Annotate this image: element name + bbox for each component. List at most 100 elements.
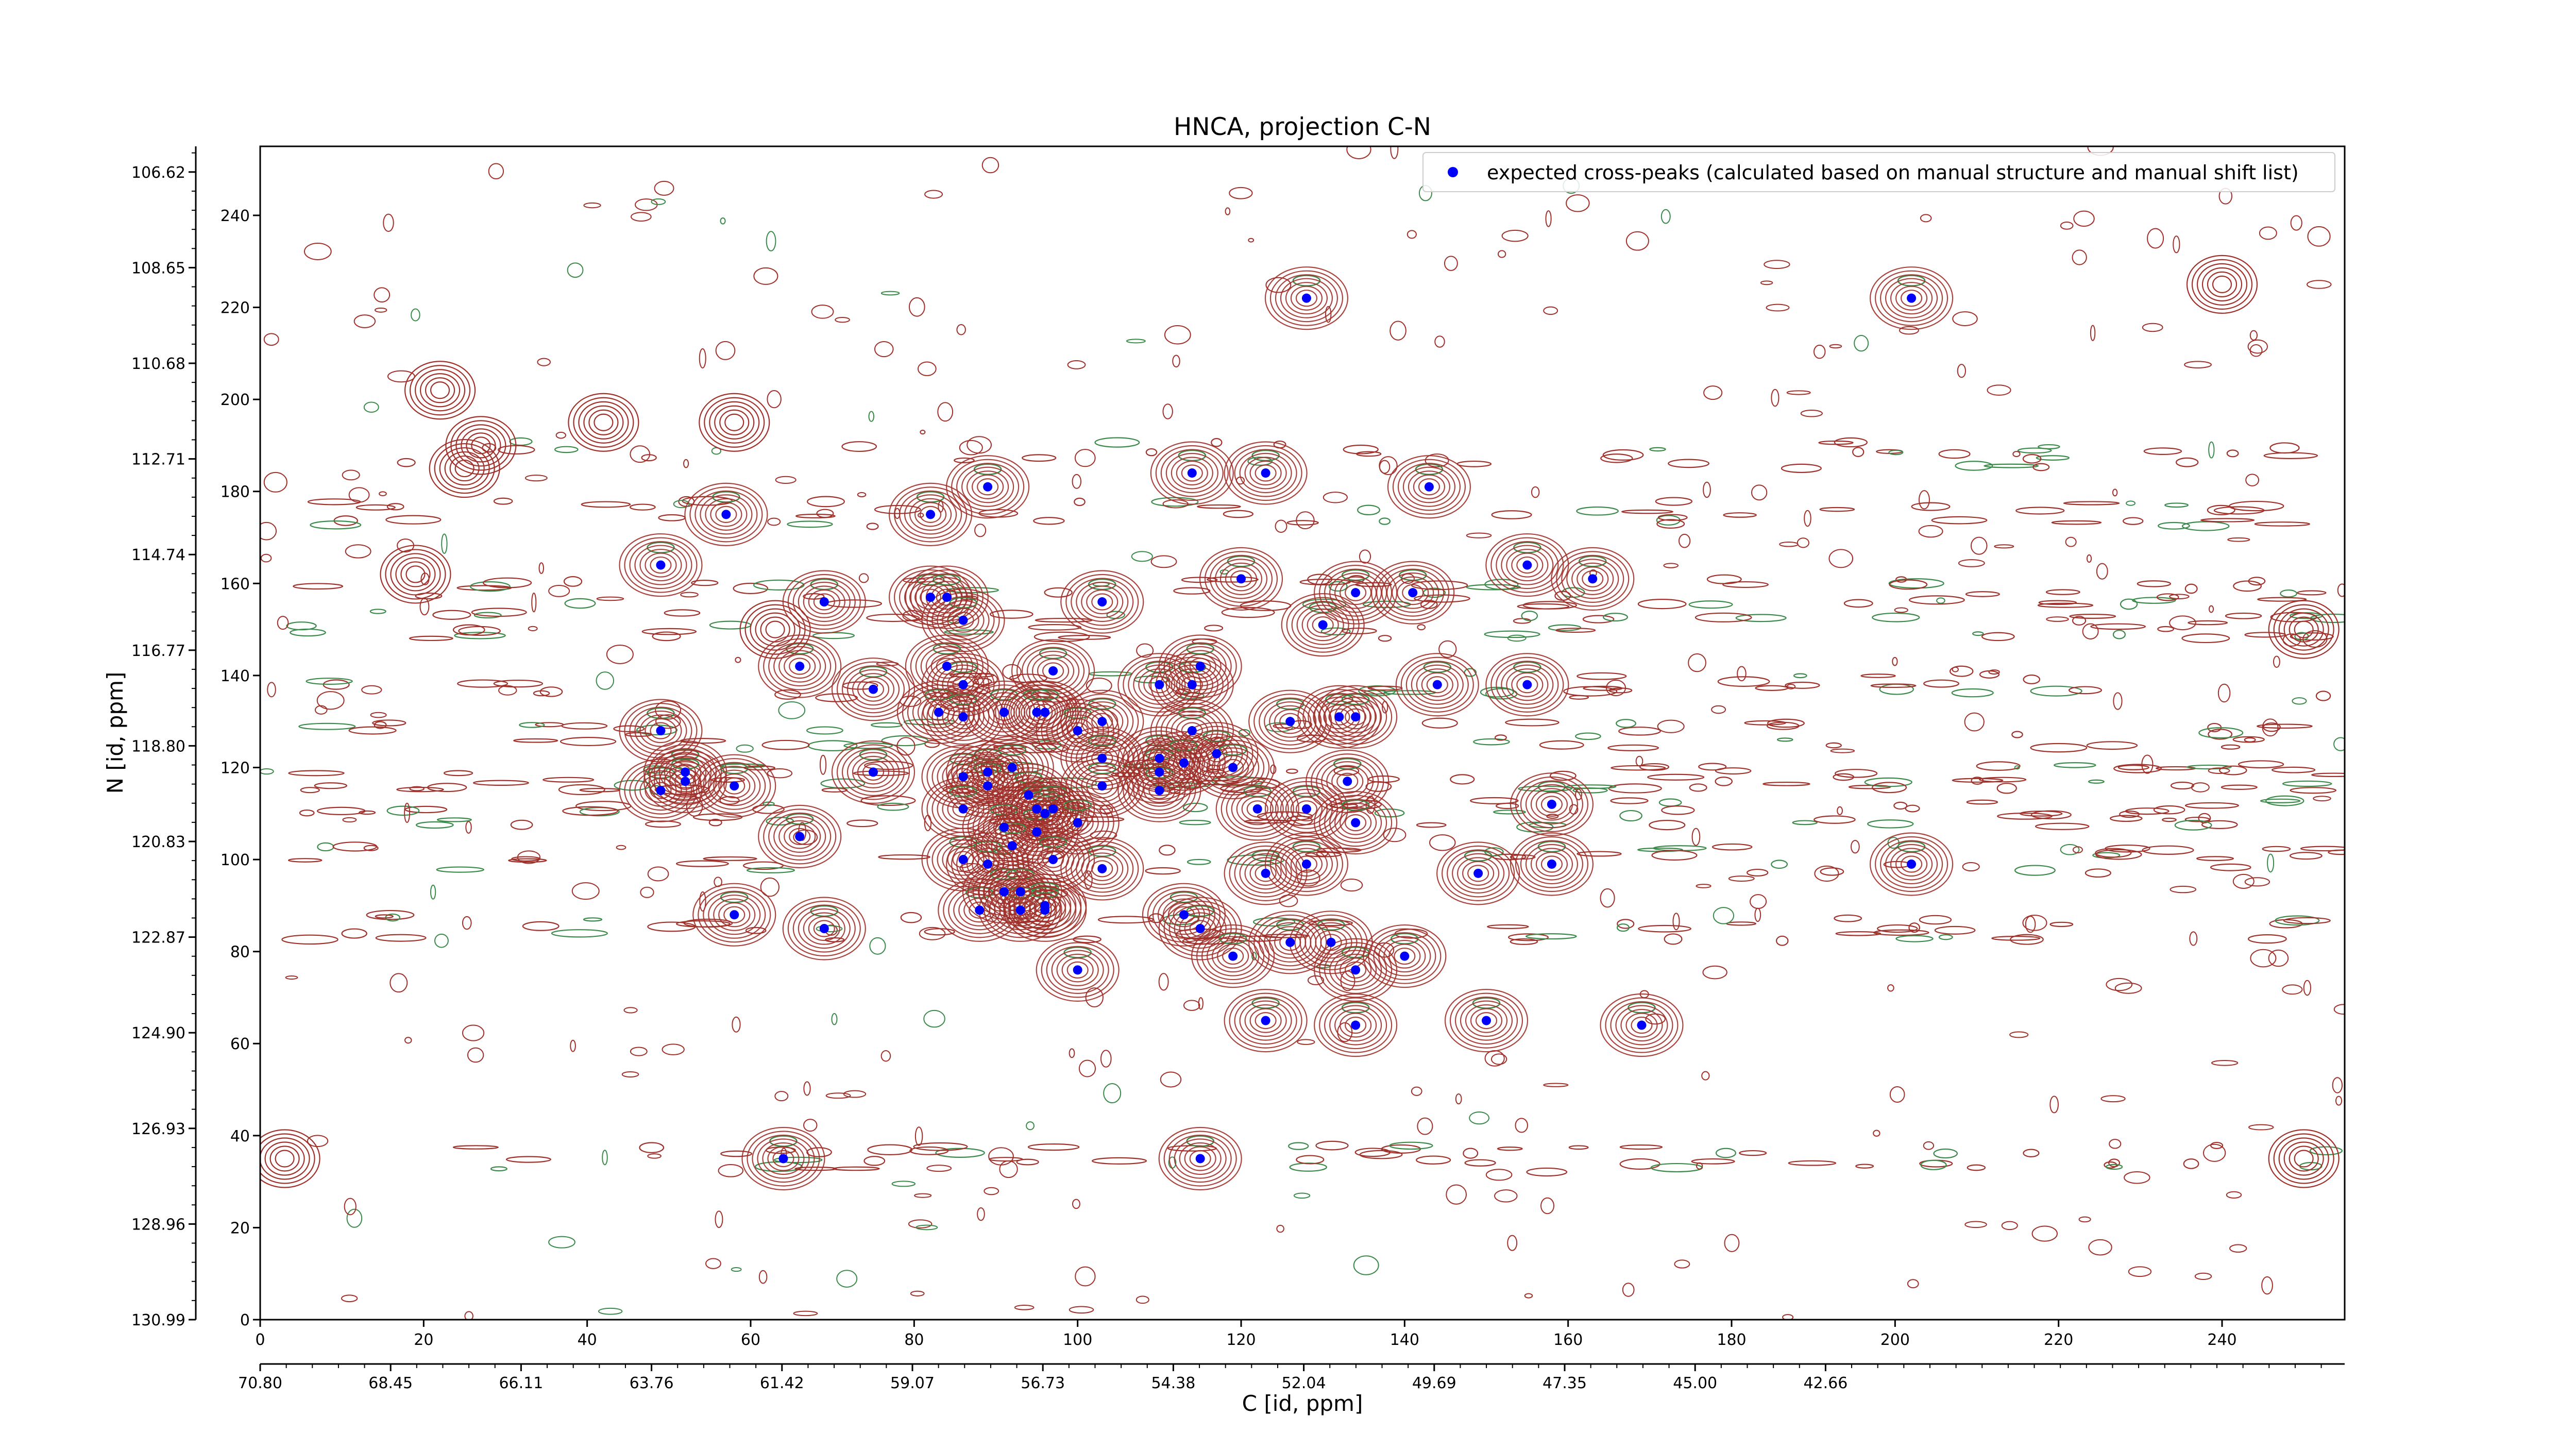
cross-peak-marker xyxy=(869,684,878,694)
contour-peak-ring xyxy=(846,752,900,793)
contour-peak-ring xyxy=(1496,541,1559,589)
x-tick-label: 0 xyxy=(255,1331,265,1349)
contour-peak-ring xyxy=(1334,1008,1377,1042)
contour-noise xyxy=(1771,389,1780,407)
contour-noise xyxy=(1085,987,1104,1007)
contour-streak xyxy=(469,581,511,592)
contour-streak xyxy=(1182,802,1208,813)
contour-peak-ring xyxy=(689,486,763,543)
contour-peak-ring xyxy=(714,405,755,440)
contour-peak-ring xyxy=(1171,668,1213,701)
contour-noise xyxy=(1800,410,1823,417)
contour-noise xyxy=(263,333,279,346)
contour-noise xyxy=(1072,474,1082,489)
contour-peak-ring xyxy=(1447,849,1510,898)
contour-streak xyxy=(1197,504,1241,509)
contour-streak xyxy=(1546,814,1559,819)
spectrum-contours xyxy=(260,146,2345,1320)
contour-streak xyxy=(1416,1155,1451,1165)
contour-streak xyxy=(1834,914,1862,922)
contour-peak-ring xyxy=(1180,726,1253,782)
contour-streak xyxy=(1691,1158,1735,1165)
contour-streak xyxy=(1374,808,1405,818)
contour-peak-ring xyxy=(792,904,856,953)
contour-streak xyxy=(1852,447,1865,457)
contour-peak-ring xyxy=(634,770,687,811)
contour-streak xyxy=(2170,781,2194,790)
contour-streak xyxy=(409,786,425,791)
contour-streak xyxy=(2137,580,2172,587)
cross-peak-marker xyxy=(1040,707,1050,717)
contour-peak-ring xyxy=(1231,788,1284,829)
contour-noise xyxy=(923,1009,945,1028)
contour-peak-ring xyxy=(952,612,974,629)
contour-peak-ring xyxy=(723,777,745,795)
contour-peak-ring xyxy=(1091,713,1113,730)
contour-streak xyxy=(2233,580,2262,592)
contour-peak-ring xyxy=(1065,694,1139,750)
contour-noise xyxy=(1103,1083,1122,1104)
contour-streak xyxy=(1091,1157,1147,1165)
contour-peak-ring xyxy=(1234,996,1297,1045)
contour-streak xyxy=(2109,815,2143,822)
contour-noise xyxy=(767,768,793,779)
cross-peak-marker xyxy=(1547,859,1556,869)
contour-streak xyxy=(954,457,975,463)
contour-streak xyxy=(1835,769,1878,778)
cross-peak-marker xyxy=(1187,680,1197,689)
contour-peak-ring xyxy=(772,1150,794,1168)
contour-noise xyxy=(1515,1118,1528,1133)
contour-streak xyxy=(1094,437,1140,448)
contour-streak xyxy=(761,739,810,750)
contour-noise xyxy=(2031,1225,2058,1242)
contour-noise xyxy=(1075,1266,1096,1287)
contour-streak xyxy=(2260,798,2301,803)
contour-streak xyxy=(652,631,681,642)
cross-peak-marker xyxy=(958,680,968,689)
contour-streak xyxy=(385,515,442,525)
cross-peak-marker xyxy=(1318,620,1328,630)
contour-noise xyxy=(567,262,584,278)
contour-noise xyxy=(1325,306,1332,323)
contour-peak-ring xyxy=(1286,597,1360,653)
contour-peak-ring xyxy=(747,1131,820,1187)
contour-peak-ring xyxy=(942,604,985,637)
contour-peak-ring xyxy=(1290,285,1323,311)
contour-noise xyxy=(1383,828,1406,843)
contour-peak-ring xyxy=(1224,441,1308,505)
cross-peak-marker xyxy=(656,786,666,796)
contour-streak xyxy=(1610,797,1649,804)
contour-noise xyxy=(891,1181,916,1187)
contour-peak-ring xyxy=(1340,810,1372,835)
contour-peak-ring xyxy=(260,1129,320,1188)
contour-noise xyxy=(651,198,666,205)
contour-peak-ring xyxy=(768,812,832,861)
contour-noise xyxy=(2109,1139,2122,1149)
contour-peak-ring xyxy=(1224,988,1308,1053)
contour-streak xyxy=(293,583,344,590)
cross-peak-marker xyxy=(1048,804,1058,814)
contour-noise xyxy=(1543,1083,1569,1087)
contour-peak-ring xyxy=(1056,806,1099,839)
contour-noise xyxy=(263,471,287,493)
contour-peak-ring xyxy=(1229,992,1302,1049)
contour-streak xyxy=(909,1146,949,1155)
contour-peak-ring xyxy=(750,608,801,651)
contour-peak-ring xyxy=(385,549,446,600)
contour-noise xyxy=(307,1135,329,1147)
contour-peak-ring xyxy=(1253,914,1327,970)
contour-peak-ring xyxy=(588,409,619,435)
contour-peak-ring xyxy=(926,749,1000,805)
contour-peak-ring xyxy=(1244,1004,1287,1037)
contour-noise xyxy=(1296,511,1315,530)
contour-streak xyxy=(2248,577,2266,586)
contour-streak xyxy=(1931,516,1988,525)
contour-noise xyxy=(1918,490,1930,510)
contour-noise xyxy=(1540,1197,1555,1215)
contour-peak-ring xyxy=(425,377,455,403)
contour-noise xyxy=(680,592,699,598)
y-ppm-tick-label: 124.90 xyxy=(131,1024,185,1042)
cross-peak-marker xyxy=(958,712,968,722)
contour-streak xyxy=(1288,1142,1309,1150)
contour-peak-ring xyxy=(914,502,947,527)
